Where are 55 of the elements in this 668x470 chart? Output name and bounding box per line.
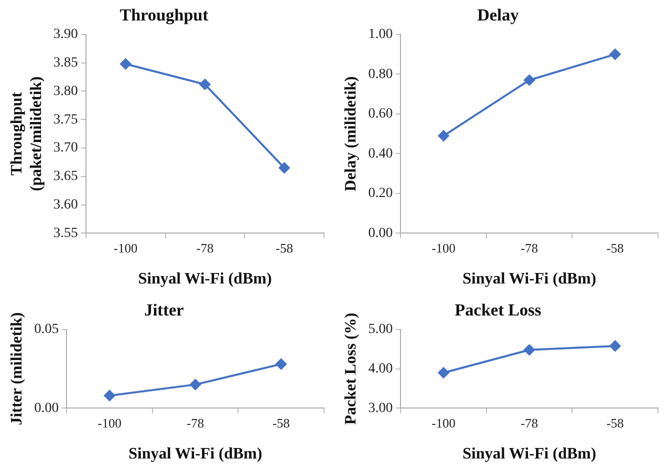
y-tick-label: 0.00 — [368, 226, 393, 241]
point — [276, 358, 287, 370]
point — [199, 78, 210, 90]
y-tick-label: 0.60 — [368, 106, 393, 122]
point — [438, 130, 450, 142]
x-tick-label: -100 — [432, 240, 456, 256]
point — [438, 367, 450, 378]
x-tick-label: -58 — [272, 415, 290, 430]
x-axis-title: Sinyal Wi-Fi (dBm) — [138, 270, 272, 288]
y-axis-title: Throughput (paket/milidetik) — [8, 76, 45, 192]
x-tick-label: -58 — [606, 415, 624, 430]
x-tick-label: -78 — [520, 240, 538, 256]
y-tick-label: 3.90 — [53, 27, 78, 42]
y-tick-label: 0.05 — [34, 322, 59, 338]
x-tick-label: -78 — [520, 415, 538, 430]
point — [524, 344, 535, 356]
y-tick-label: 3.60 — [53, 197, 78, 212]
y-tick-label: 3.55 — [53, 226, 78, 241]
x-tick-label: -58 — [606, 240, 624, 256]
y-tick-label: 3.85 — [53, 55, 78, 70]
point — [278, 162, 290, 174]
point — [120, 58, 132, 70]
chart-title: Jitter — [144, 300, 184, 320]
y-axis-title: Jitter (milidetik) — [8, 312, 26, 426]
point — [524, 74, 535, 86]
x-tick-label: -100 — [98, 415, 122, 430]
x-tick-label: -78 — [196, 240, 214, 256]
y-tick-label: 1.00 — [368, 27, 393, 42]
y-axis-title: Packet Loss (%) — [342, 312, 360, 425]
y-tick-label: 0.40 — [368, 146, 393, 162]
point — [190, 379, 201, 390]
y-tick-label: 3.80 — [53, 84, 78, 99]
x-axis-title: Sinyal Wi-Fi (dBm) — [462, 446, 596, 463]
point — [610, 48, 621, 60]
y-tick-label: 3.70 — [53, 140, 78, 156]
x-tick-label: -58 — [276, 240, 293, 256]
point — [610, 340, 621, 352]
chart-title: Packet Loss — [454, 300, 542, 320]
x-tick-label: -78 — [186, 415, 204, 430]
y-tick-label: 3.75 — [53, 112, 78, 128]
y-tick-label: 0.00 — [34, 400, 59, 416]
y-tick-label: 5.00 — [368, 322, 393, 338]
chart-title: Delay — [477, 6, 520, 25]
y-tick-label: 3.00 — [368, 400, 393, 416]
x-axis-title: Sinyal Wi-Fi (dBm) — [128, 446, 262, 463]
point — [104, 390, 116, 402]
y-tick-label: 0.80 — [368, 66, 393, 82]
x-tick-label: -100 — [432, 415, 456, 430]
y-axis-title: Delay (milidetik) — [342, 76, 360, 192]
x-tick-label: -100 — [114, 240, 138, 256]
y-tick-label: 0.20 — [368, 186, 393, 202]
x-axis-title: Sinyal Wi-Fi (dBm) — [462, 270, 596, 288]
y-tick-label: 3.65 — [53, 169, 78, 184]
y-tick-label: 4.00 — [368, 361, 393, 376]
chart-title: Throughput — [120, 6, 209, 25]
